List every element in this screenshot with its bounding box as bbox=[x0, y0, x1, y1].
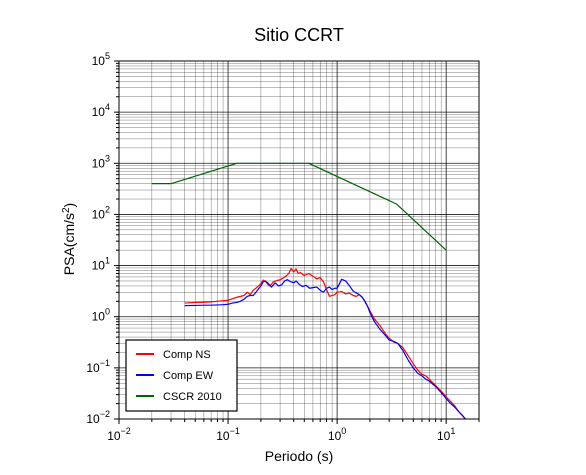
y-tick-label: 10−1 bbox=[86, 358, 110, 375]
y-tick-label: 101 bbox=[92, 256, 110, 273]
x-tick-label: 101 bbox=[437, 426, 455, 443]
y-axis-label: PSA(cm/s2) bbox=[61, 203, 77, 275]
y-tick-labels: 10−2 10−1 100 101 102 103 104 105 bbox=[86, 51, 110, 426]
series-line-1 bbox=[184, 278, 466, 420]
chart-title: Sitio CCRT bbox=[254, 25, 344, 45]
x-tick-label: 100 bbox=[328, 426, 346, 443]
y-tick-label: 104 bbox=[92, 102, 110, 119]
legend-label: CSCR 2010 bbox=[163, 391, 222, 403]
y-tick-label: 102 bbox=[92, 204, 110, 221]
series-line-0 bbox=[184, 267, 466, 420]
grid-minor bbox=[119, 61, 480, 419]
plot-frame bbox=[118, 60, 480, 420]
x-tick-labels: 10−2 10−1 100 101 bbox=[107, 426, 455, 443]
y-axis-label-close: ) bbox=[61, 203, 77, 208]
y-axis-label-base: PSA(cm/s bbox=[61, 213, 77, 275]
series-line-2 bbox=[151, 162, 447, 251]
x-axis-label: Periodo (s) bbox=[265, 448, 333, 464]
y-tick-label: 105 bbox=[92, 51, 110, 68]
x-tick-label: 10−2 bbox=[107, 426, 131, 443]
series-layer bbox=[151, 162, 466, 420]
y-tick-label: 10−2 bbox=[86, 409, 110, 426]
legend-label: Comp NS bbox=[163, 349, 211, 361]
y-axis-label-sup: 2 bbox=[61, 207, 72, 213]
legend: Comp NS Comp EW CSCR 2010 bbox=[125, 339, 238, 412]
y-tick-label: 100 bbox=[92, 307, 110, 324]
y-tick-label: 103 bbox=[92, 153, 110, 170]
x-tick-label: 10−1 bbox=[216, 426, 240, 443]
legend-label: Comp EW bbox=[163, 370, 214, 382]
